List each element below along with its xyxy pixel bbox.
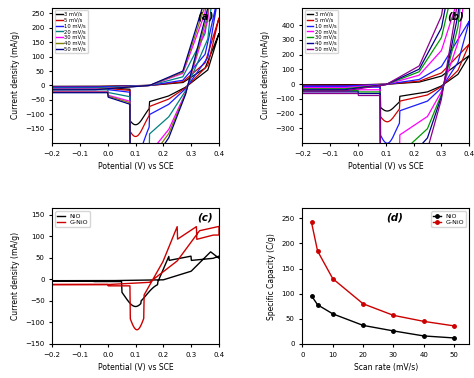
Text: (d): (d) xyxy=(386,212,403,222)
Text: (a): (a) xyxy=(197,12,214,22)
X-axis label: Potential (V) vs SCE: Potential (V) vs SCE xyxy=(348,163,424,171)
Y-axis label: Specific Capacity (C/g): Specific Capacity (C/g) xyxy=(267,233,276,319)
X-axis label: Potential (V) vs SCE: Potential (V) vs SCE xyxy=(98,363,173,372)
Y-axis label: Current density (mA/g): Current density (mA/g) xyxy=(261,31,270,119)
Legend: NiO, G-NiO: NiO, G-NiO xyxy=(431,211,466,227)
Text: (c): (c) xyxy=(197,212,213,222)
Y-axis label: Current density (mA/g): Current density (mA/g) xyxy=(10,232,19,320)
X-axis label: Scan rate (mV/s): Scan rate (mV/s) xyxy=(354,363,418,372)
Text: (b): (b) xyxy=(447,12,465,22)
X-axis label: Potential (V) vs SCE: Potential (V) vs SCE xyxy=(98,163,173,171)
Legend: NiO, G-NiO: NiO, G-NiO xyxy=(55,211,90,227)
Legend: 3 mV/s, 5 mV/s, 10 mV/s, 20 mV/s, 30 mV/s, 40 mV/s, 50 mV/s: 3 mV/s, 5 mV/s, 10 mV/s, 20 mV/s, 30 mV/… xyxy=(305,10,338,53)
Legend: 3 mV/s, 5 mV/s, 10 mV/s, 20 mV/s, 30 mV/s, 40 mV/s, 50 mV/s: 3 mV/s, 5 mV/s, 10 mV/s, 20 mV/s, 30 mV/… xyxy=(55,10,88,53)
Y-axis label: Current density (mA/g): Current density (mA/g) xyxy=(10,31,19,119)
